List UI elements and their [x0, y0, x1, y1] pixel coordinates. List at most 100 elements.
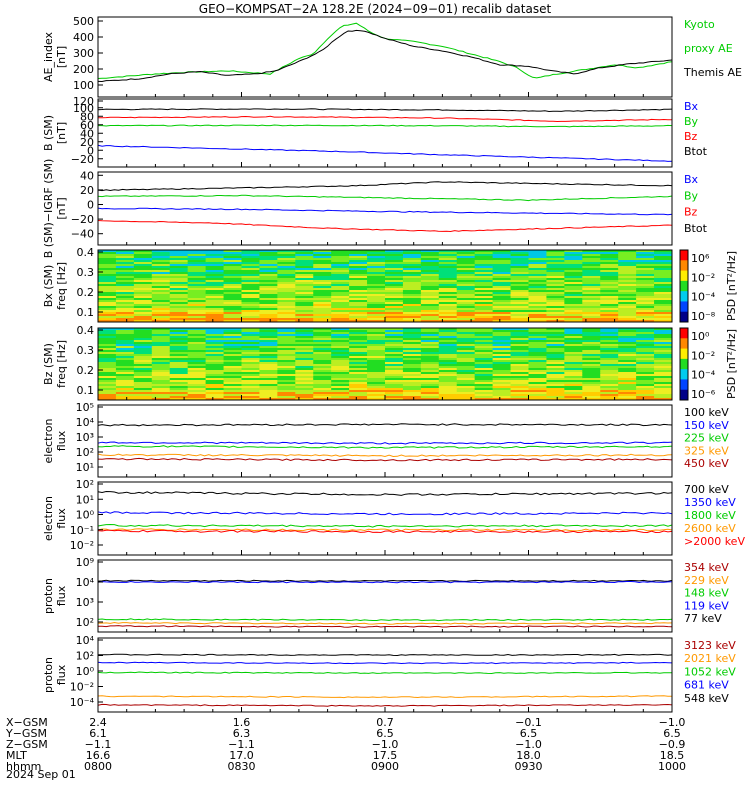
spectrogram-cell — [98, 310, 117, 313]
spectrogram-cell — [420, 260, 440, 263]
spectrogram-cell — [438, 312, 458, 315]
spectrogram-cell — [402, 294, 422, 297]
spectrogram-cell — [151, 284, 171, 287]
spectrogram-cell — [654, 328, 673, 331]
spectrogram-cell — [205, 264, 225, 267]
spectrogram-cell — [367, 300, 386, 303]
spectrogram-cell — [241, 342, 260, 345]
spectrogram-cell — [115, 304, 135, 307]
spectrogram-cell — [187, 252, 207, 255]
spectrogram-cell — [133, 338, 153, 341]
spectrogram-cell — [618, 354, 637, 357]
y-axis-label: electron — [42, 496, 55, 541]
spectrogram-cell — [241, 360, 260, 363]
spectrogram-cell — [115, 398, 135, 401]
spectrogram-cell — [492, 368, 512, 371]
spectrogram-cell — [115, 294, 135, 297]
spectrogram-cell — [223, 260, 242, 263]
spectrogram-cell — [456, 294, 476, 297]
spectrogram-cell — [654, 298, 673, 301]
spectrogram-cell — [259, 304, 278, 307]
spectrogram-cell — [367, 330, 386, 333]
spectrogram-cell — [546, 364, 565, 367]
spectrogram-cell — [492, 286, 512, 289]
spectrogram-cell — [492, 376, 512, 379]
spectrogram-cell — [402, 304, 422, 307]
y-tick-label: 0.1 — [77, 384, 95, 397]
spectrogram-cell — [151, 286, 171, 289]
spectrogram-cell — [295, 358, 314, 361]
spectrogram-cell — [582, 288, 601, 291]
spectrogram-cell — [492, 346, 512, 349]
spectrogram-cell — [582, 382, 601, 385]
spectrogram-cell — [438, 330, 458, 333]
spectrogram-cell — [205, 262, 225, 265]
y-tick-label: 40 — [80, 169, 94, 182]
spectrogram-cell — [313, 356, 332, 359]
spectrogram-cell — [528, 308, 547, 311]
spectrogram-cell — [618, 334, 637, 337]
spectrogram-cell — [510, 292, 529, 295]
spectrogram-cell — [98, 342, 117, 345]
spectrogram-cell — [349, 348, 368, 351]
spectrogram-cell — [151, 356, 171, 359]
spectrogram-cell — [456, 296, 476, 299]
x-row-label: Z−GSM — [6, 738, 48, 751]
spectrogram-cell — [331, 342, 350, 345]
spectrogram-cell — [582, 316, 601, 319]
spectrogram-cell — [618, 260, 637, 263]
spectrogram-cell — [133, 290, 153, 293]
spectrogram-cell — [600, 358, 619, 361]
spectrogram-cell — [133, 294, 153, 297]
series-line — [97, 194, 673, 202]
spectrogram-cell — [205, 312, 225, 315]
spectrogram-cell — [420, 298, 440, 301]
spectrogram-cell — [546, 346, 565, 349]
spectrogram-cell — [600, 330, 619, 333]
spectrogram-cell — [546, 256, 565, 259]
spectrogram-cell — [169, 272, 189, 275]
y-tick-label: 20 — [80, 184, 94, 197]
spectrogram-cell — [205, 294, 225, 297]
spectrogram-cell — [169, 378, 189, 381]
spectrogram-cell — [618, 300, 637, 303]
spectrogram-cell — [636, 300, 655, 303]
spectrogram-cell — [277, 250, 296, 253]
colorbar-tick-label: 10⁻² — [691, 271, 715, 284]
spectrogram-cell — [582, 290, 601, 293]
spectrogram-cell — [582, 254, 601, 257]
spectrogram-cell — [600, 334, 619, 337]
series-line — [97, 523, 673, 528]
spectrogram-cell — [115, 334, 135, 337]
spectrogram-cell — [528, 318, 547, 321]
spectrogram-cell — [277, 314, 296, 317]
spectrogram-cell — [259, 328, 278, 331]
spectrogram-cell — [367, 318, 386, 321]
spectrogram-cell — [528, 288, 547, 291]
y-tick-label: 10¹ — [76, 461, 94, 474]
spectrogram-cell — [636, 376, 655, 379]
spectrogram-cell — [205, 268, 225, 271]
spectrogram-cell — [295, 318, 314, 321]
spectrogram-cell — [618, 268, 637, 271]
spectrogram-cell — [546, 376, 565, 379]
spectrogram-cell — [492, 360, 512, 363]
legend-entry: 3123 keV — [684, 639, 736, 652]
spectrogram-cell — [492, 388, 512, 391]
spectrogram-cell — [98, 260, 117, 263]
spectrogram-cell — [438, 276, 458, 279]
spectrogram-cell — [528, 252, 547, 255]
spectrogram-cell — [349, 258, 368, 261]
spectrogram-cell — [241, 250, 260, 253]
spectrogram-cell — [259, 262, 278, 265]
spectrogram-cell — [259, 290, 278, 293]
spectrogram-cell — [564, 354, 583, 357]
spectrogram-cell — [564, 296, 583, 299]
spectrogram-cell — [259, 334, 278, 337]
spectrogram-cell — [115, 360, 135, 363]
spectrogram-cell — [420, 280, 440, 283]
spectrogram-cell — [582, 296, 601, 299]
spectrogram-cell — [187, 348, 207, 351]
spectrogram-cell — [169, 308, 189, 311]
spectrogram-cell — [385, 338, 404, 341]
